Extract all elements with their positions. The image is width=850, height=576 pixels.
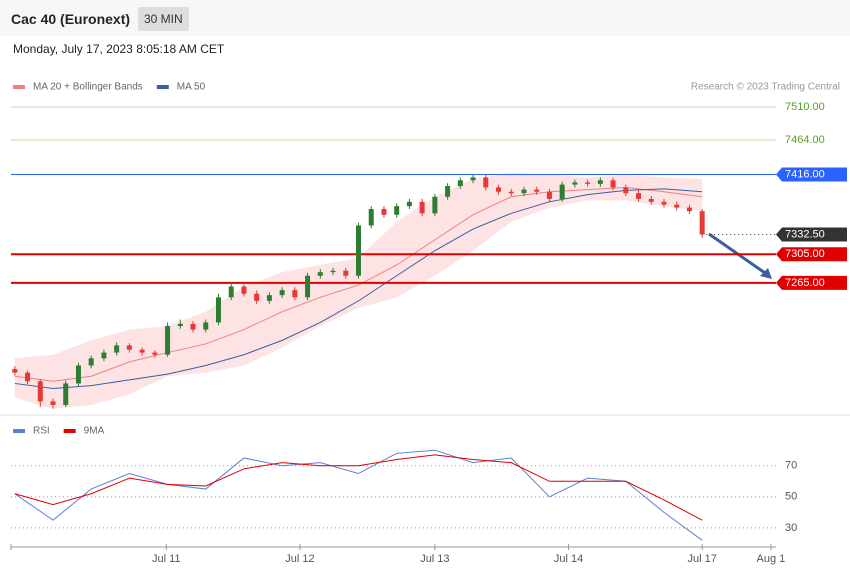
candle-body: [470, 177, 476, 181]
candle-body: [699, 211, 705, 235]
ma50-line: [14, 188, 703, 389]
candle-body: [63, 383, 69, 405]
candle-body: [126, 345, 132, 350]
candle-body: [228, 286, 234, 298]
candle-body: [661, 201, 667, 205]
candle-body: [330, 270, 336, 273]
candle-body: [203, 322, 209, 330]
x-tick-label: Jul 11: [152, 553, 181, 565]
level-label: 7464.00: [785, 134, 825, 146]
x-tick-label: Jul 12: [285, 553, 314, 565]
instrument-title: Cac 40 (Euronext): [11, 11, 131, 27]
last-price-label: 7332.50: [785, 228, 825, 240]
candle-body: [445, 186, 451, 197]
candle-body: [636, 193, 642, 199]
candle-body: [521, 189, 527, 194]
candle-body: [674, 204, 680, 208]
legend-label: 9MA: [84, 426, 105, 437]
candle-body: [241, 286, 247, 294]
candle-body: [368, 208, 374, 226]
last-price-tag: [776, 227, 847, 242]
level-label: 7416.00: [785, 168, 825, 180]
legend-swatch: [156, 85, 169, 89]
candle-body: [12, 369, 18, 373]
forecast-arrowhead: [760, 268, 772, 279]
level-tag: [776, 167, 847, 182]
x-tick-label: Jul 17: [687, 553, 716, 565]
candle-body: [457, 180, 463, 187]
candle-body: [114, 345, 120, 353]
candle-body: [394, 206, 400, 215]
rsi-line: [14, 454, 703, 521]
candle-body: [279, 290, 285, 296]
candle-body: [75, 365, 81, 384]
candle-body: [292, 290, 298, 298]
legend-swatch: [13, 85, 25, 89]
candle-body: [266, 295, 272, 301]
candle-body: [305, 275, 311, 298]
candle-body: [648, 198, 654, 202]
candle-body: [597, 180, 603, 184]
legend-label: RSI: [33, 426, 50, 437]
candle-body: [623, 187, 629, 194]
level-tag: [776, 275, 847, 290]
legend-swatch: [13, 429, 25, 433]
bollinger-band: [14, 173, 703, 409]
ma20-line: [14, 186, 703, 382]
header-bar: Cac 40 (Euronext) 30 MIN: [0, 0, 850, 36]
legend-label: MA 50: [177, 82, 206, 93]
y-tick-label: 70: [785, 460, 797, 472]
candle-body: [610, 180, 616, 188]
interval-badge[interactable]: 30 MIN: [138, 7, 189, 31]
candle-body: [419, 201, 425, 214]
candle-body: [534, 189, 540, 192]
credit: Research © 2023 Trading Central: [691, 82, 840, 93]
candle-body: [559, 184, 565, 199]
legend-swatch: [63, 429, 76, 433]
candle-body: [343, 270, 349, 276]
candle-body: [101, 352, 107, 359]
candle-body: [483, 177, 489, 188]
candle-body: [139, 349, 145, 353]
rsi-line: [14, 449, 703, 541]
legend-label: MA 20 + Bollinger Bands: [33, 82, 143, 93]
candle-body: [317, 272, 323, 276]
candle-body: [88, 358, 94, 366]
candle-body: [355, 225, 361, 276]
candle-body: [496, 187, 502, 192]
candle-body: [190, 323, 196, 330]
level-label: 7265.00: [785, 277, 825, 289]
candle-body: [177, 323, 183, 327]
candle-body: [381, 208, 387, 215]
candle-body: [686, 207, 692, 212]
x-tick-label: Jul 13: [420, 553, 449, 565]
candle-body: [165, 326, 171, 355]
candle-body: [432, 196, 438, 214]
level-label: 7510.00: [785, 101, 825, 113]
candle-body: [50, 401, 56, 405]
candle-body: [406, 201, 412, 207]
candle-body: [254, 293, 260, 301]
candle-body: [215, 297, 221, 323]
x-tick-label: Aug 1: [757, 553, 786, 565]
y-tick-label: 30: [785, 522, 797, 534]
candle-body: [37, 381, 43, 402]
y-tick-label: 50: [785, 491, 797, 503]
candle-body: [585, 182, 591, 184]
candle-body: [572, 182, 578, 185]
candle-body: [546, 191, 552, 199]
level-label: 7305.00: [785, 248, 825, 260]
candle-body: [508, 191, 514, 194]
level-tag: [776, 247, 847, 262]
x-tick-label: Jul 14: [554, 553, 583, 565]
candle-body: [25, 372, 31, 382]
candle-body: [152, 352, 158, 355]
timestamp: Monday, July 17, 2023 8:05:18 AM CET: [13, 42, 225, 56]
